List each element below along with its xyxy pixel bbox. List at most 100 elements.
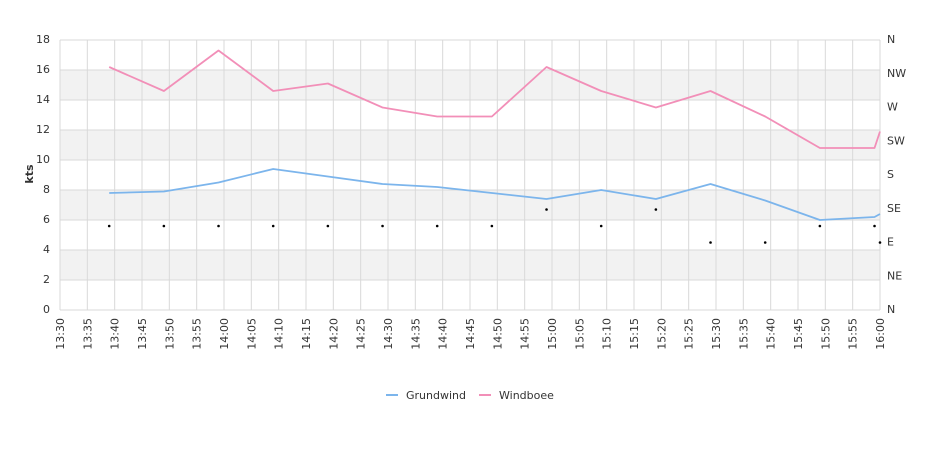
direction-marker	[271, 224, 275, 228]
direction-tick-label: NE	[887, 269, 902, 282]
direction-tick-label: NW	[887, 67, 906, 80]
data-point-grundwind[interactable]	[325, 174, 330, 179]
direction-tick-label: E	[887, 236, 894, 249]
data-point-grundwind[interactable]	[161, 189, 166, 194]
data-point-grundwind[interactable]	[435, 185, 440, 190]
legend: Grundwind Windboee	[386, 389, 554, 402]
data-point-windboee[interactable]	[435, 114, 440, 119]
y-tick-label: 12	[36, 123, 50, 136]
x-tick-label: 14:45	[464, 318, 477, 350]
data-point-windboee[interactable]	[544, 65, 549, 70]
data-point-grundwind[interactable]	[653, 197, 658, 202]
direction-marker	[435, 224, 439, 228]
data-point-grundwind[interactable]	[817, 218, 822, 223]
x-tick-label: 14:20	[327, 318, 340, 350]
data-point-windboee[interactable]	[161, 89, 166, 94]
data-point-grundwind[interactable]	[878, 212, 883, 217]
x-tick-label: 14:50	[491, 318, 504, 350]
x-tick-label: 15:45	[792, 318, 805, 350]
x-tick-label: 15:40	[765, 318, 778, 350]
y-tick-label: 4	[43, 243, 50, 256]
data-point-windboee[interactable]	[817, 146, 822, 151]
x-axis-ticks: 13:30 13:35 13:40 13:45 13:50 13:55 14:00 14:05…	[54, 318, 887, 350]
data-point-grundwind[interactable]	[107, 191, 112, 196]
data-point-windboee[interactable]	[216, 48, 221, 53]
data-point-windboee[interactable]	[325, 81, 330, 86]
data-point-windboee[interactable]	[271, 89, 276, 94]
data-point-grundwind[interactable]	[708, 182, 713, 187]
x-tick-label: 13:40	[109, 318, 122, 350]
data-point-grundwind[interactable]	[599, 188, 604, 193]
vertical-gridlines	[59, 40, 881, 310]
data-point-grundwind[interactable]	[544, 197, 549, 202]
direction-tick-label: N	[887, 303, 895, 316]
x-tick-label: 15:05	[573, 318, 586, 350]
series-lines	[107, 48, 883, 223]
data-point-windboee[interactable]	[489, 114, 494, 119]
data-point-windboee[interactable]	[708, 89, 713, 94]
data-point-grundwind[interactable]	[380, 182, 385, 187]
legend-item-windboee[interactable]: Windboee	[479, 389, 554, 402]
x-tick-label: 15:30	[710, 318, 723, 350]
direction-marker	[326, 224, 330, 228]
y-tick-label: 16	[36, 63, 50, 76]
x-tick-label: 14:15	[300, 318, 313, 350]
data-point-grundwind[interactable]	[216, 180, 221, 185]
x-tick-label: 15:10	[601, 318, 614, 350]
direction-marker	[217, 224, 220, 228]
x-tick-label: 14:35	[409, 318, 422, 350]
y-tick-label: 0	[43, 303, 50, 316]
x-tick-label: 14:05	[245, 318, 258, 350]
x-tick-label: 13:45	[136, 318, 149, 350]
y-tick-label: 2	[43, 273, 50, 286]
x-tick-label: 14:10	[273, 318, 286, 350]
data-point-grundwind[interactable]	[872, 215, 877, 220]
data-point-grundwind[interactable]	[763, 198, 768, 203]
y-tick-label: 8	[43, 183, 50, 196]
x-tick-label: 15:50	[819, 318, 832, 350]
direction-marker	[763, 241, 767, 244]
data-point-windboee[interactable]	[763, 114, 768, 119]
series-line-windboee[interactable]	[108, 49, 881, 149]
legend-label-windboee: Windboee	[499, 389, 554, 402]
series-line-grundwind[interactable]	[109, 168, 881, 221]
direction-markers	[107, 208, 882, 244]
x-tick-label: 15:25	[683, 318, 696, 350]
direction-marker	[654, 208, 658, 211]
y-tick-label: 6	[43, 213, 50, 226]
data-point-windboee[interactable]	[380, 105, 385, 110]
legend-item-grundwind[interactable]: Grundwind	[386, 389, 466, 402]
data-point-windboee[interactable]	[872, 146, 877, 151]
x-tick-label: 14:25	[355, 318, 368, 350]
data-point-grundwind[interactable]	[489, 191, 494, 196]
x-tick-label: 13:50	[163, 318, 176, 350]
direction-marker	[545, 208, 548, 211]
data-point-windboee[interactable]	[878, 129, 883, 134]
direction-axis-ticks: N NE E SE S SW W NW N	[887, 33, 906, 316]
legend-label-grundwind: Grundwind	[406, 389, 466, 402]
direction-marker	[162, 224, 166, 228]
data-point-grundwind[interactable]	[271, 167, 276, 172]
x-tick-label: 15:20	[655, 318, 668, 350]
x-tick-label: 15:00	[546, 318, 559, 350]
x-tick-label: 14:00	[218, 318, 231, 350]
direction-tick-label: SW	[887, 134, 905, 147]
y-axis-ticks: 0 2 4 6 8 10 12 14 16 18	[36, 33, 50, 316]
x-tick-label: 14:55	[519, 318, 532, 350]
data-point-windboee[interactable]	[653, 105, 658, 110]
x-tick-label: 13:35	[81, 318, 94, 350]
x-tick-label: 14:30	[382, 318, 395, 350]
direction-marker	[381, 224, 384, 228]
direction-tick-label: W	[887, 101, 898, 114]
x-tick-label: 16:00	[874, 318, 887, 350]
x-tick-label: 15:15	[628, 318, 641, 350]
direction-tick-label: SE	[887, 202, 901, 215]
y-tick-label: 18	[36, 33, 50, 46]
direction-marker	[878, 241, 882, 244]
x-tick-label: 13:30	[54, 318, 67, 350]
direction-marker	[490, 224, 494, 228]
data-point-windboee[interactable]	[107, 65, 112, 70]
data-point-windboee[interactable]	[599, 89, 604, 94]
